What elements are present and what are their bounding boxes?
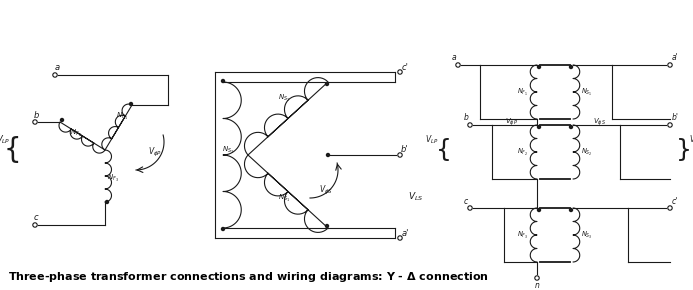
Circle shape	[456, 63, 460, 67]
Circle shape	[668, 63, 672, 67]
Circle shape	[668, 206, 672, 210]
Circle shape	[222, 227, 225, 231]
Text: $N_{S_2}$: $N_{S_2}$	[581, 146, 593, 157]
Text: $V_{LP}$: $V_{LP}$	[0, 134, 10, 146]
Text: $V_{\phi P}$: $V_{\phi P}$	[505, 116, 518, 128]
Text: $N_{S_2}$: $N_{S_2}$	[278, 93, 290, 104]
Text: $V_{\phi S}$: $V_{\phi S}$	[319, 184, 333, 197]
Text: a': a'	[401, 229, 409, 238]
Circle shape	[668, 123, 672, 127]
Circle shape	[326, 82, 328, 86]
Circle shape	[33, 223, 37, 227]
Circle shape	[326, 224, 328, 227]
Text: $N_{S_1}$: $N_{S_1}$	[278, 193, 290, 204]
Circle shape	[105, 200, 109, 204]
Text: $N_{F_1}$: $N_{F_1}$	[518, 86, 529, 97]
Text: b': b'	[401, 146, 409, 155]
Circle shape	[33, 120, 37, 124]
Text: {: {	[436, 138, 452, 162]
Text: b: b	[464, 113, 468, 122]
Text: b: b	[33, 110, 39, 119]
Circle shape	[535, 276, 539, 280]
Text: $V_{LS}$: $V_{LS}$	[408, 190, 423, 203]
Circle shape	[398, 236, 402, 240]
Text: n: n	[534, 280, 539, 289]
Text: a: a	[55, 64, 60, 72]
Circle shape	[468, 206, 472, 210]
Text: Three-phase transformer connections and wiring diagrams: $\mathbf{Y}$ - $\mathbf: Three-phase transformer connections and …	[8, 270, 489, 284]
Text: $V_{LS}$: $V_{LS}$	[690, 134, 693, 146]
Circle shape	[326, 153, 329, 157]
Text: $N_{S_3}$: $N_{S_3}$	[581, 229, 593, 240]
Text: {: {	[3, 136, 21, 164]
Circle shape	[538, 66, 541, 68]
Circle shape	[570, 209, 572, 211]
Circle shape	[570, 66, 572, 68]
Text: $V_{LP}$: $V_{LP}$	[426, 134, 439, 146]
Circle shape	[130, 102, 132, 106]
Circle shape	[398, 70, 402, 74]
Text: c: c	[34, 213, 38, 222]
Text: c': c'	[401, 63, 408, 72]
Circle shape	[53, 73, 58, 77]
Text: b': b'	[672, 113, 678, 122]
Circle shape	[60, 119, 64, 122]
Text: a: a	[452, 53, 456, 63]
Circle shape	[538, 126, 541, 128]
Circle shape	[222, 79, 225, 82]
Circle shape	[570, 126, 572, 128]
Circle shape	[398, 153, 402, 157]
Text: }: }	[676, 138, 692, 162]
Circle shape	[468, 123, 472, 127]
Text: $N_{F_2}$: $N_{F_2}$	[70, 128, 82, 139]
Text: $V_{\phi S}$: $V_{\phi S}$	[593, 116, 606, 128]
Text: a': a'	[672, 53, 678, 63]
Text: $N_{F_3}$: $N_{F_3}$	[517, 229, 529, 240]
Text: $N_{F_3}$: $N_{F_3}$	[107, 173, 119, 184]
Text: $N_{F_1}$: $N_{F_1}$	[116, 110, 128, 122]
Circle shape	[538, 209, 541, 211]
Text: $N_{F_2}$: $N_{F_2}$	[517, 146, 529, 157]
Text: c: c	[464, 197, 468, 206]
Text: $N_{S_3}$: $N_{S_3}$	[222, 144, 234, 155]
Text: $V_{\phi P}$: $V_{\phi P}$	[148, 146, 162, 159]
Text: $N_{S_1}$: $N_{S_1}$	[581, 86, 593, 97]
Text: c': c'	[672, 197, 678, 206]
